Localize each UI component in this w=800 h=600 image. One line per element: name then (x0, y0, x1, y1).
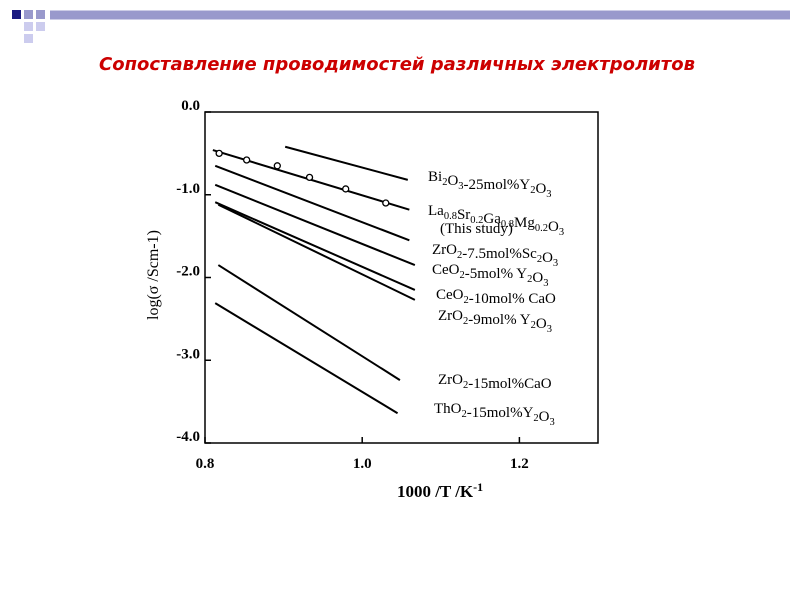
y-axis-label: log(σ /Scm-1) (145, 230, 162, 320)
y-tick-label: 0.0 (181, 98, 200, 114)
series-label: ThO2-15mol%Y2O3 (434, 401, 555, 428)
series-label: CeO2-10mol% CaO (436, 287, 556, 307)
x-tick-label: 1.2 (510, 456, 529, 472)
y-tick-label: -4.0 (176, 429, 200, 445)
y-tick-label: -3.0 (176, 346, 200, 362)
decor-square (36, 10, 45, 19)
y-tick-label: -1.0 (176, 181, 200, 197)
series-note: (This study) (440, 221, 513, 237)
data-point (215, 149, 223, 158)
decor-square (24, 34, 33, 43)
data-point (305, 173, 314, 182)
data-point (342, 185, 350, 193)
series-label: ZrO2-7.5mol%Sc2O3 (432, 242, 558, 269)
decor-square (24, 22, 33, 31)
data-point (243, 156, 251, 164)
data-point (273, 162, 281, 170)
series-label: CeO2-5mol% Y2O3 (432, 262, 548, 289)
decor-square (24, 10, 33, 19)
slide-title: Сопоставление проводимостей различных эл… (99, 54, 695, 75)
series-line (284, 145, 409, 181)
data-point (382, 199, 390, 207)
y-tick-label: -2.0 (176, 264, 200, 280)
series-label: ZrO2-9mol% Y2O3 (438, 308, 552, 335)
series-line (217, 264, 401, 381)
decor-square (12, 10, 21, 19)
series-label: Bi2O3-25mol%Y2O3 (428, 169, 552, 200)
series-label: ZrO2-15mol%CaO (438, 372, 552, 392)
x-tick-label: 0.8 (196, 456, 215, 472)
x-axis-label: 1000 /T /K-1 (397, 480, 483, 501)
series-line (214, 302, 399, 415)
series-line (214, 183, 416, 267)
series-line (214, 164, 410, 242)
series-line (217, 203, 416, 301)
decor-square (36, 22, 45, 31)
x-tick-label: 1.0 (353, 456, 372, 472)
series-label: La0.8Sr0.2Ga0.8Mg0.2O3 (428, 203, 564, 238)
series-line (214, 201, 416, 291)
